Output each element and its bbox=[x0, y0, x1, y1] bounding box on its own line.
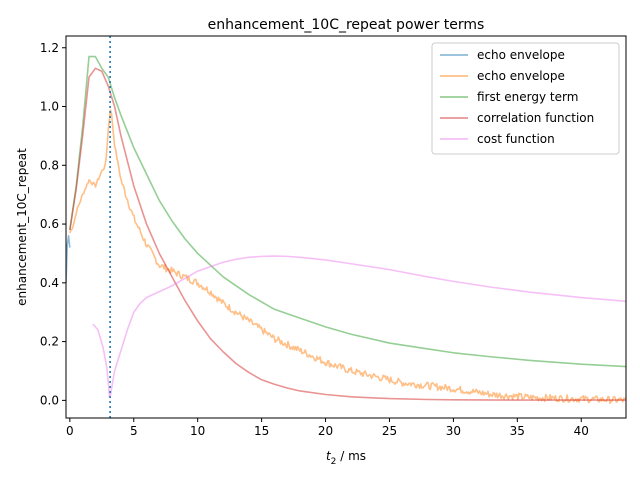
x-tick-label: 0 bbox=[66, 424, 74, 438]
x-tick-label: 20 bbox=[318, 424, 333, 438]
series-line-3 bbox=[69, 67, 626, 401]
x-axis-title-unit: / ms bbox=[336, 449, 366, 463]
x-axis-title-subscript: 2 bbox=[331, 457, 337, 467]
x-tick-label: 40 bbox=[574, 424, 589, 438]
legend-label: first energy term bbox=[477, 90, 578, 104]
legend-label: cost function bbox=[477, 132, 555, 146]
y-tick-label: 0.4 bbox=[40, 276, 59, 290]
legend-label: echo envelope bbox=[477, 48, 565, 62]
legend: echo envelope echo envelope first energy t… bbox=[431, 42, 620, 155]
legend-label: echo envelope bbox=[477, 69, 565, 83]
y-tick-label: 0.8 bbox=[40, 158, 59, 172]
y-tick-label: 0.0 bbox=[40, 393, 59, 407]
chart-title: enhancement_10C_repeat power terms bbox=[208, 17, 485, 33]
y-tick-label: 1.2 bbox=[40, 41, 59, 55]
series-line-1 bbox=[69, 109, 626, 405]
y-tick-label: 1.0 bbox=[40, 100, 59, 114]
y-axis: 0.0 0.2 0.4 0.6 0.8 1.0 1.2 bbox=[40, 41, 66, 407]
series-line-0 bbox=[66, 235, 71, 283]
series-line-2 bbox=[69, 55, 626, 368]
x-tick-label: 10 bbox=[190, 424, 205, 438]
series-layer bbox=[66, 55, 626, 405]
x-tick-label: 25 bbox=[382, 424, 397, 438]
y-tick-label: 0.2 bbox=[40, 335, 59, 349]
x-axis: 0 5 10 15 20 25 30 35 40 bbox=[66, 418, 589, 438]
series-line-4 bbox=[92, 255, 626, 399]
x-tick-label: 30 bbox=[446, 424, 461, 438]
x-tick-label: 15 bbox=[254, 424, 269, 438]
x-tick-label: 35 bbox=[510, 424, 525, 438]
y-tick-label: 0.6 bbox=[40, 217, 59, 231]
legend-label: correlation function bbox=[477, 111, 594, 125]
x-tick-label: 5 bbox=[130, 424, 138, 438]
x-axis-title-main: t bbox=[326, 449, 332, 463]
plot-frame bbox=[65, 35, 627, 419]
y-axis-title: enhancement_10C_repeat bbox=[15, 148, 29, 306]
x-axis-title: t2 / ms bbox=[326, 449, 366, 467]
legend-box bbox=[431, 42, 620, 155]
